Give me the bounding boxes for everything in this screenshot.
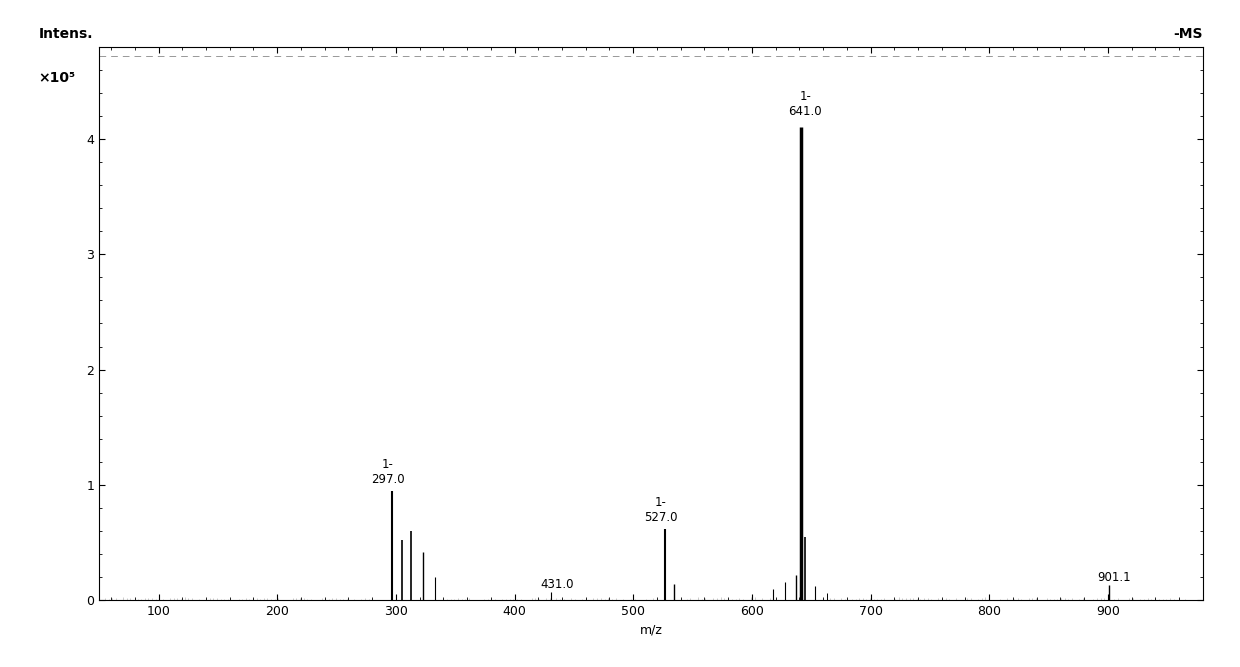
X-axis label: m/z: m/z: [640, 624, 662, 637]
Text: 901.1: 901.1: [1097, 571, 1131, 584]
Text: 1-
641.0: 1- 641.0: [789, 90, 822, 118]
Text: ×10⁵: ×10⁵: [38, 71, 76, 85]
Text: 1-
297.0: 1- 297.0: [371, 458, 404, 486]
Text: 1-
527.0: 1- 527.0: [644, 496, 677, 524]
Text: 431.0: 431.0: [541, 578, 574, 591]
Text: -MS: -MS: [1173, 27, 1203, 41]
Text: Intens.: Intens.: [38, 27, 93, 41]
